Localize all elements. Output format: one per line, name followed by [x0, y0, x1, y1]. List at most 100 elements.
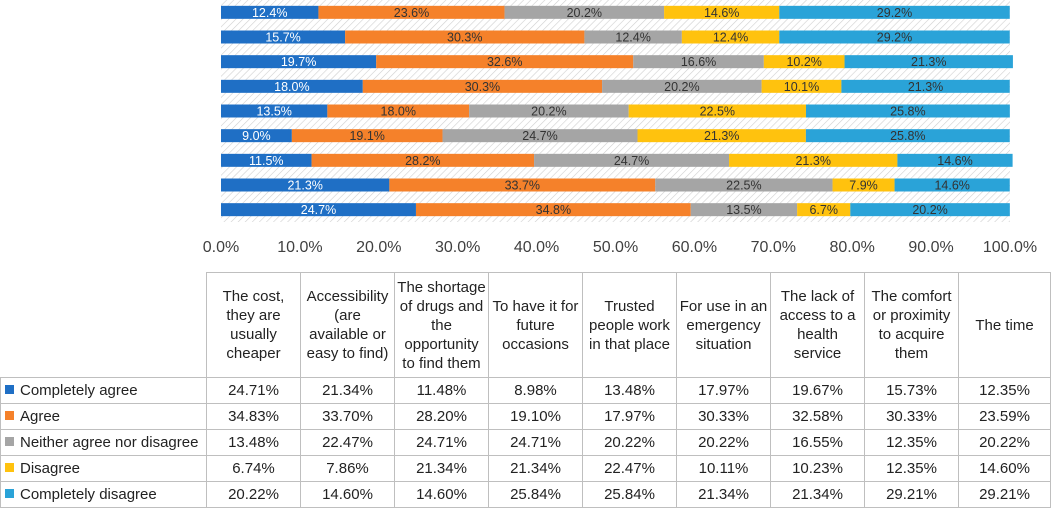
- bar-value-label: 19.1%: [349, 129, 384, 143]
- data-table: The cost, they are usually cheaper Accessibi…: [0, 272, 1051, 508]
- bar-segment: [628, 104, 806, 118]
- table-cell: 14.60%: [958, 455, 1051, 482]
- bar-segment: [311, 153, 535, 167]
- table-column-header: Trusted people work in that place: [582, 272, 677, 378]
- table-cell: 20.22%: [582, 429, 677, 456]
- bars-group: [221, 5, 1013, 217]
- table-cell: 20.22%: [206, 481, 301, 508]
- bar-value-label: 19.7%: [281, 55, 316, 69]
- bar-value-label: 14.6%: [934, 179, 969, 193]
- table-row: Agree 34.83% 33.70% 28.20% 19.10% 17.97% 30.33…: [0, 403, 1051, 430]
- x-tick-label: 20.0%: [356, 239, 401, 256]
- table-cell: 14.60%: [300, 481, 395, 508]
- bar-value-label: 10.2%: [786, 55, 821, 69]
- table-column-header: The time: [958, 272, 1051, 378]
- table-cell: 25.84%: [582, 481, 677, 508]
- x-tick-label: 60.0%: [672, 239, 717, 256]
- bar-value-label: 18.0%: [381, 105, 416, 119]
- bar-segment: [376, 55, 634, 69]
- x-tick-label: 40.0%: [514, 239, 559, 256]
- bar-value-label: 20.2%: [567, 6, 602, 20]
- bar-value-label: 12.4%: [252, 6, 287, 20]
- table-cell: 19.10%: [488, 403, 583, 430]
- bar-segment: [761, 79, 842, 93]
- table-cell: 12.35%: [958, 377, 1051, 404]
- table-column-header: The shortage of drugs and the opportunity to…: [394, 272, 489, 378]
- bar-value-label: 15.7%: [265, 31, 300, 45]
- legend-label: Neither agree nor disagree: [20, 434, 199, 451]
- table-cell: 21.34%: [488, 455, 583, 482]
- bar-segment: [442, 129, 638, 143]
- x-tick-label: 100.0%: [983, 239, 1037, 256]
- bar-value-label: 24.7%: [301, 203, 336, 217]
- bar-segment: [534, 153, 730, 167]
- bar-segment: [327, 104, 470, 118]
- bar-segment: [221, 55, 377, 69]
- bar-value-label: 13.5%: [726, 203, 761, 217]
- table-row: Completely agree 24.71% 21.34% 11.48% 8.98% 1…: [0, 377, 1051, 404]
- table-cell: 14.60%: [394, 481, 489, 508]
- bar-segment: [655, 178, 833, 192]
- table-cell: 21.34%: [300, 377, 395, 404]
- table-row: Completely disagree 20.22% 14.60% 14.60% 25.…: [0, 481, 1051, 508]
- bar-segment: [797, 203, 851, 217]
- bar-value-label: 25.8%: [890, 129, 925, 143]
- x-tick-label: 10.0%: [277, 239, 322, 256]
- bar-segment: [362, 79, 603, 93]
- table-cell: 24.71%: [394, 429, 489, 456]
- x-tick-label: 80.0%: [830, 239, 875, 256]
- bar-value-label: 32.6%: [487, 55, 522, 69]
- table-cell: 30.33%: [676, 403, 771, 430]
- table-column-header: For use in an emergency situation: [676, 272, 771, 378]
- bar-segment: [291, 129, 443, 143]
- table-cell: 23.59%: [958, 403, 1051, 430]
- bar-value-label: 11.5%: [249, 154, 284, 168]
- bar-value-label: 24.7%: [522, 129, 557, 143]
- bar-value-label: 14.6%: [937, 154, 972, 168]
- legend-swatch: [5, 385, 14, 394]
- bar-value-label: 16.6%: [681, 55, 716, 69]
- bar-value-label: 29.2%: [877, 6, 912, 20]
- bar-segment: [637, 129, 806, 143]
- bar-value-label: 25.8%: [890, 105, 925, 119]
- legend-label: Agree: [20, 408, 61, 425]
- bar-segment: [805, 129, 1010, 143]
- legend-label: Disagree: [20, 460, 81, 477]
- x-tick-label: 90.0%: [908, 239, 953, 256]
- bar-segment: [690, 203, 798, 217]
- legend-entry: Completely agree: [0, 377, 207, 404]
- bar-value-label: 23.6%: [394, 6, 429, 20]
- bar-value-label: 6.7%: [809, 203, 838, 217]
- bar-segment: [633, 55, 764, 69]
- table-cell: 12.35%: [864, 455, 959, 482]
- bar-value-label: 9.0%: [242, 129, 271, 143]
- bar-segment: [469, 104, 629, 118]
- bar-segment: [763, 55, 845, 69]
- bar-value-label: 21.3%: [795, 154, 830, 168]
- table-cell: 20.22%: [676, 429, 771, 456]
- table-cell: 24.71%: [488, 429, 583, 456]
- table-header-row: The cost, they are usually cheaper Accessibi…: [0, 272, 1051, 378]
- table-cell: 29.21%: [958, 481, 1051, 508]
- stacked-bar-chart: 24.7% 34.8% 13.5% 6.7% 20.2% 21.3% 33.7% 22.5% 7…: [203, 0, 1037, 256]
- bar-value-label: 7.9%: [849, 179, 878, 193]
- bar-segment: [681, 30, 780, 44]
- table-corner-cell: [0, 272, 207, 378]
- table-row: Disagree 6.74% 7.86% 21.34% 21.34% 22.47% 10.1…: [0, 455, 1051, 482]
- bar-segment: [850, 203, 1010, 217]
- table-cell: 12.35%: [864, 429, 959, 456]
- bar-value-label: 18.0%: [274, 80, 309, 94]
- table-row: Neither agree nor disagree 13.48% 22.47% 24…: [0, 429, 1051, 456]
- legend-entry: Agree: [0, 403, 207, 430]
- table-cell: 21.34%: [394, 455, 489, 482]
- bar-segment: [729, 153, 898, 167]
- x-axis-tick-labels: 0.0% 10.0% 20.0% 30.0% 40.0% 50.0% 60.0% 70.0% 8…: [203, 239, 1037, 256]
- bar-segment: [844, 55, 1013, 69]
- bar-segment: [221, 5, 319, 19]
- table-cell: 7.86%: [300, 455, 395, 482]
- bar-segment: [897, 153, 1013, 167]
- bar-value-label: 21.3%: [908, 80, 943, 94]
- x-tick-label: 70.0%: [751, 239, 796, 256]
- table-cell: 21.34%: [770, 481, 865, 508]
- legend-entry: Neither agree nor disagree: [0, 429, 207, 456]
